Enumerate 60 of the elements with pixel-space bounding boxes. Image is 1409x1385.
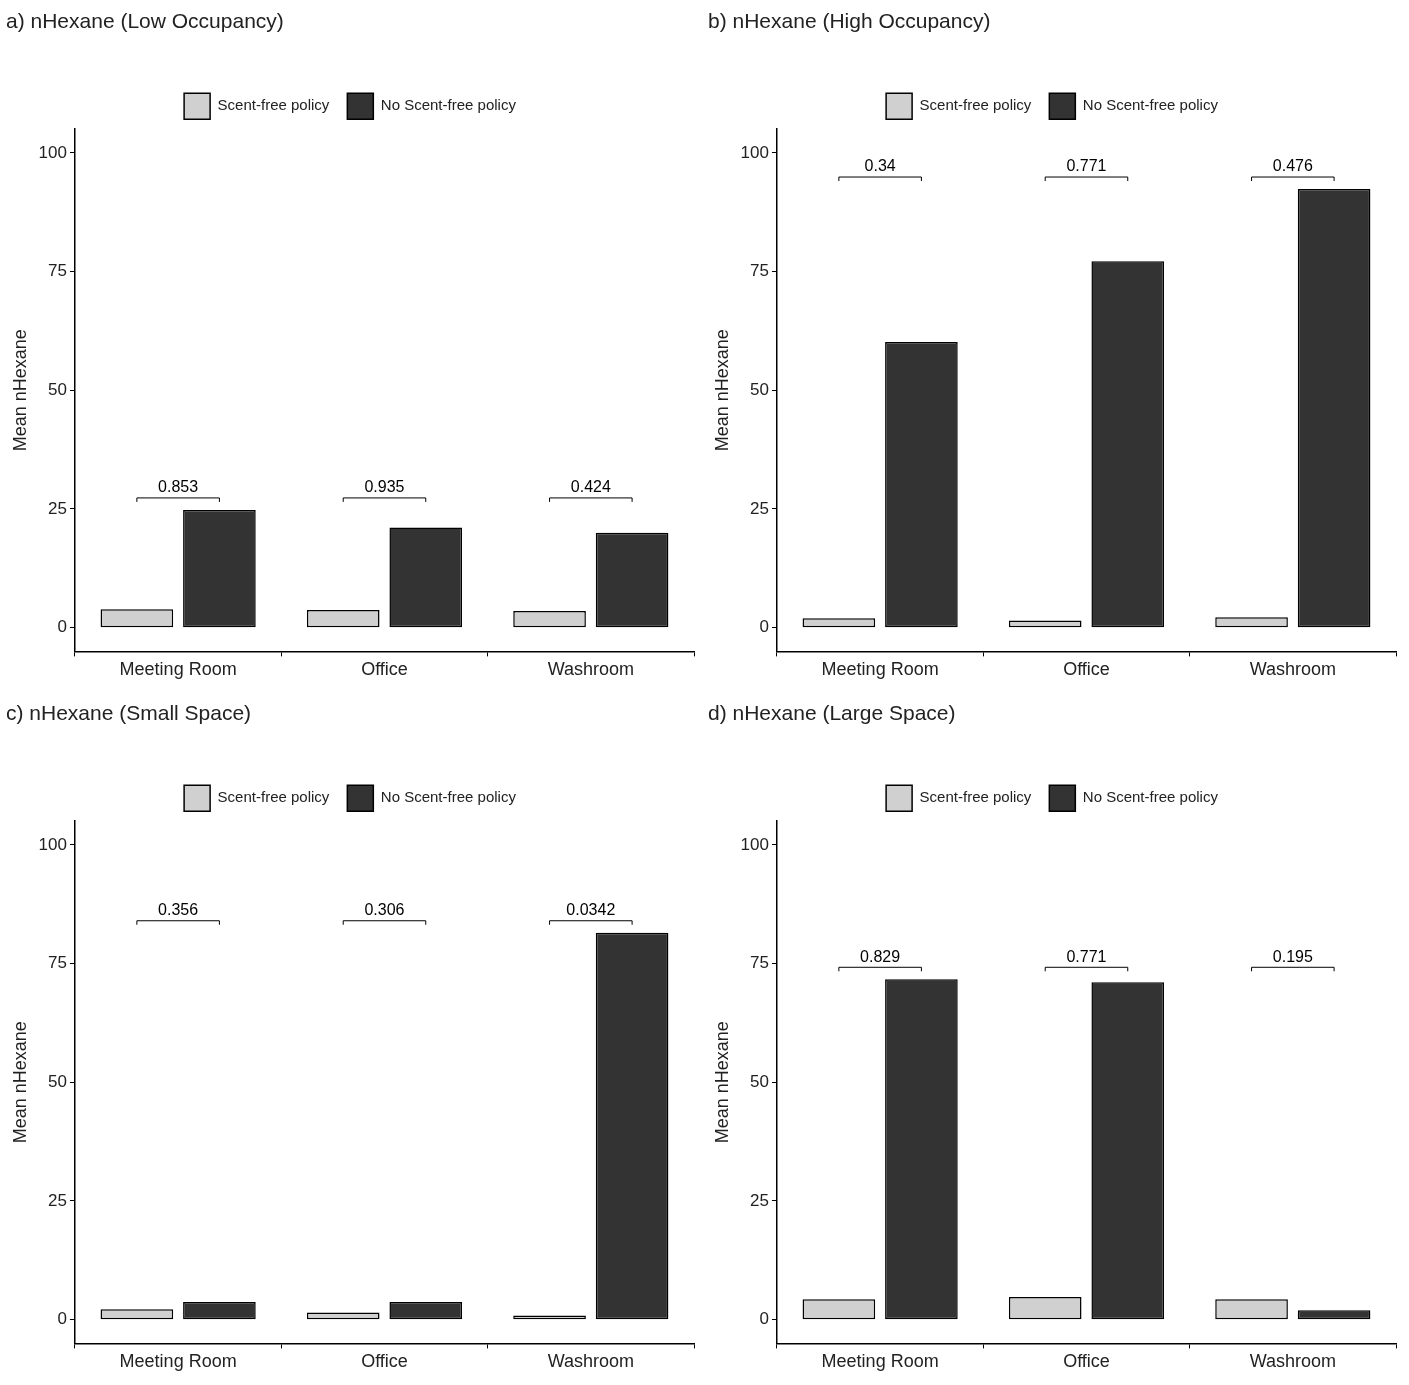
y-tick-label: 50 xyxy=(48,1071,67,1091)
annotation: 0.195 xyxy=(1272,947,1313,965)
x-tick-label: Meeting Room xyxy=(119,1351,237,1372)
y-tick-label: 25 xyxy=(750,498,769,518)
annotation: 0.34 xyxy=(864,157,896,175)
legend-label: No Scent-free policy xyxy=(380,788,517,806)
annotation: 0.853 xyxy=(158,478,199,496)
legend-label: No Scent-free policy xyxy=(380,96,517,114)
legend-label: No Scent-free policy xyxy=(1082,96,1219,114)
y-tick-label: 100 xyxy=(38,142,67,162)
y-tick-label: 25 xyxy=(48,1190,67,1210)
annotation: 0.771 xyxy=(1066,157,1107,175)
y-tick-label: 50 xyxy=(750,379,769,399)
x-tick-label: Meeting Room xyxy=(821,1351,939,1372)
y-tick-label: 0 xyxy=(759,1309,769,1329)
annotation: 0.829 xyxy=(860,947,901,965)
y-tick-label: 100 xyxy=(740,142,769,162)
chart-title: a) nHexane (Low Occupancy) xyxy=(6,9,284,33)
y-tick-label: 50 xyxy=(48,379,67,399)
annotation: 0.424 xyxy=(570,478,611,496)
annotation: 0.306 xyxy=(364,901,405,919)
y-axis-title: Mean nHexane xyxy=(9,329,30,452)
x-tick-label: Meeting Room xyxy=(821,659,939,680)
y-tick-label: 25 xyxy=(750,1190,769,1210)
chart-title: b) nHexane (High Occupancy) xyxy=(708,9,991,33)
y-tick-label: 75 xyxy=(750,953,769,973)
y-tick-label: 50 xyxy=(750,1071,769,1091)
annotation: 0.0342 xyxy=(566,901,616,919)
annotation: 0.476 xyxy=(1272,157,1313,175)
legend-label: Scent-free policy xyxy=(919,96,1032,114)
y-tick-label: 75 xyxy=(48,953,67,973)
y-tick-label: 0 xyxy=(57,1309,67,1329)
legend-label: Scent-free policy xyxy=(217,788,330,806)
x-tick-label: Office xyxy=(361,1351,408,1372)
legend-label: Scent-free policy xyxy=(217,96,330,114)
y-axis-title: Mean nHexane xyxy=(9,1021,30,1144)
y-tick-label: 100 xyxy=(740,834,769,854)
x-tick-label: Meeting Room xyxy=(119,659,237,680)
x-tick-label: Office xyxy=(1063,659,1110,680)
x-tick-label: Washroom xyxy=(1249,1351,1337,1372)
x-tick-label: Washroom xyxy=(1249,659,1337,680)
legend-label: No Scent-free policy xyxy=(1082,788,1219,806)
x-tick-label: Washroom xyxy=(547,659,635,680)
annotation: 0.356 xyxy=(158,901,199,919)
y-tick-label: 75 xyxy=(750,261,769,281)
y-tick-label: 25 xyxy=(48,498,67,518)
chart-title: c) nHexane (Small Space) xyxy=(6,701,252,725)
y-tick-label: 0 xyxy=(57,617,67,637)
y-tick-label: 100 xyxy=(38,834,67,854)
y-axis-title: Mean nHexane xyxy=(711,1021,732,1144)
y-axis-title: Mean nHexane xyxy=(711,329,732,452)
x-tick-label: Office xyxy=(1063,1351,1110,1372)
annotation: 0.771 xyxy=(1066,947,1107,965)
chart-title: d) nHexane (Large Space) xyxy=(708,701,956,725)
legend-label: Scent-free policy xyxy=(919,788,1032,806)
y-tick-label: 0 xyxy=(759,617,769,637)
x-tick-label: Washroom xyxy=(547,1351,635,1372)
annotation: 0.935 xyxy=(364,478,405,496)
y-tick-label: 75 xyxy=(48,261,67,281)
x-tick-label: Office xyxy=(361,659,408,680)
